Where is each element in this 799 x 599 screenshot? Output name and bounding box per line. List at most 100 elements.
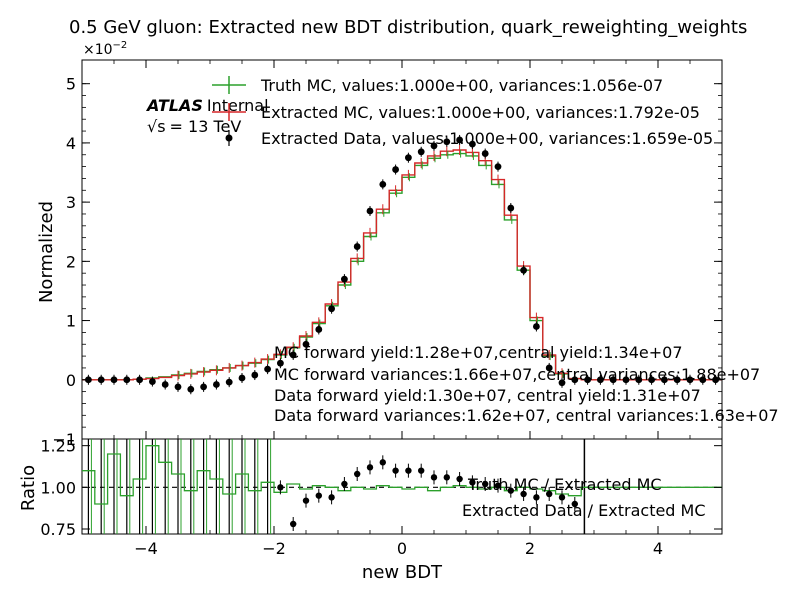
data-point (635, 376, 643, 384)
x-tick-label: 4 (653, 539, 663, 558)
main-plot-content (82, 134, 722, 395)
energy-label: √s = 13 TeV (147, 117, 241, 136)
main-y-tick-label: 1 (66, 312, 76, 331)
main-y-tick-label: −1 (52, 430, 76, 449)
ratio-data-point (277, 484, 284, 491)
atlas-brand: ATLAS (145, 96, 203, 115)
data-point (392, 166, 399, 173)
ratio-data-point (482, 480, 489, 488)
ratio-data-point (392, 467, 399, 474)
data-point (699, 376, 707, 384)
data-point (200, 383, 208, 391)
ratio-data-point (430, 474, 438, 481)
ratio-panel: 0.75 1.00 1.25 −4 −2 0 2 4 Ratio new BDT Truth… (18, 60, 723, 583)
data-point (571, 376, 579, 384)
data-point (443, 138, 451, 146)
ratio-data-point (366, 464, 374, 471)
ratio-data-point (494, 482, 502, 489)
data-point (251, 371, 259, 379)
ratio-data-point (558, 494, 566, 501)
data-point (174, 383, 182, 391)
data-point (225, 378, 233, 386)
ratio-data-point (341, 480, 348, 488)
x-tick-label: −4 (134, 539, 158, 558)
data-point (97, 376, 105, 384)
ratio-data-point (469, 479, 476, 486)
ratio-data-point (379, 459, 386, 466)
data-point (187, 385, 195, 393)
data-point (673, 376, 681, 384)
ratio-truth-step-line (82, 445, 722, 505)
ratio-y-tick-label: 1.25 (40, 437, 76, 456)
ratio-y-ticks: 0.75 1.00 1.25 (40, 437, 722, 539)
annotation-data-variances: Data forward variances:1.62e+07, central… (274, 406, 779, 425)
data-point (648, 376, 655, 384)
energy-value: = 13 TeV (170, 117, 242, 136)
ratio-data-point (443, 474, 450, 481)
x-tick-label: 0 (397, 539, 407, 558)
data-point (289, 351, 297, 359)
ratio-data-point (571, 500, 578, 508)
data-point (622, 376, 630, 384)
data-point (277, 359, 284, 367)
data-point (545, 364, 553, 372)
main-y-tick-label: 0 (66, 371, 76, 390)
main-y-axis-label: Normalized (36, 201, 57, 303)
atlas-label: ATLAS Internal (145, 96, 269, 115)
data-point (149, 378, 156, 385)
data-point (302, 340, 310, 348)
data-point (507, 204, 515, 212)
ratio-legend-data: Extracted Data / Extracted MC (462, 501, 706, 520)
annotation-data-yield: Data forward yield:1.30e+07, central yie… (274, 386, 701, 405)
data-point (494, 163, 502, 170)
legend-data-label: Extracted Data, values:1.000e+00, varian… (261, 129, 713, 148)
data-point (533, 323, 540, 330)
legend-mc-label: Extracted MC, values:1.000e+00, variance… (261, 103, 700, 122)
annotation-mc-variances: MC forward variances:1.66e+07,central va… (274, 365, 760, 384)
x-tick-label: 2 (525, 539, 535, 558)
ratio-data-point (354, 470, 361, 478)
data-point (123, 376, 131, 384)
data-point (456, 136, 463, 144)
main-y-tick-label: 5 (66, 75, 76, 94)
x-axis-label: new BDT (362, 562, 443, 583)
ratio-data-point (405, 467, 412, 474)
main-y-ticks: −1 0 1 2 3 4 5 (52, 75, 722, 449)
data-point (661, 376, 668, 384)
data-point (315, 326, 323, 333)
data-point (469, 140, 476, 148)
legend: Truth MC, values:1.000e+00, variances:1.… (212, 76, 713, 148)
main-y-tick-label: 4 (66, 134, 76, 153)
data-point (609, 376, 617, 384)
atlas-status: Internal (207, 96, 269, 115)
data-point (379, 180, 387, 188)
data-point (520, 266, 527, 274)
data-point (686, 376, 694, 384)
ratio-legend-truth: Truth MC / Extracted MC (467, 475, 662, 494)
y-multiplier: ×10−2 (83, 40, 127, 58)
data-point (558, 379, 566, 387)
main-y-tick-label: 2 (66, 252, 76, 271)
data-point (238, 374, 246, 382)
data-point (430, 142, 438, 150)
data-point (110, 376, 118, 384)
chart-title: 0.5 GeV gluon: Extracted new BDT distrib… (69, 17, 747, 38)
data-point (353, 243, 361, 250)
data-point (328, 305, 335, 313)
ratio-data-point (507, 487, 514, 494)
data-point (341, 275, 348, 283)
ratio-data-point (546, 490, 553, 498)
legend-truth-label: Truth MC, values:1.000e+00, variances:1.… (260, 76, 663, 95)
data-point (597, 376, 604, 384)
data-point (405, 154, 412, 162)
ratio-data-point (520, 490, 527, 498)
y-multiplier-base: ×10 (83, 42, 113, 58)
ratio-data-point (456, 475, 463, 483)
main-y-tick-label: 3 (66, 193, 76, 212)
ratio-plot-content (82, 439, 722, 534)
data-point (264, 365, 271, 373)
y-multiplier-exponent: −2 (113, 40, 128, 51)
annotation-mc-yield: MC forward yield:1.28e+07,central yield:… (274, 343, 683, 362)
ratio-y-axis-label: Ratio (18, 465, 39, 511)
